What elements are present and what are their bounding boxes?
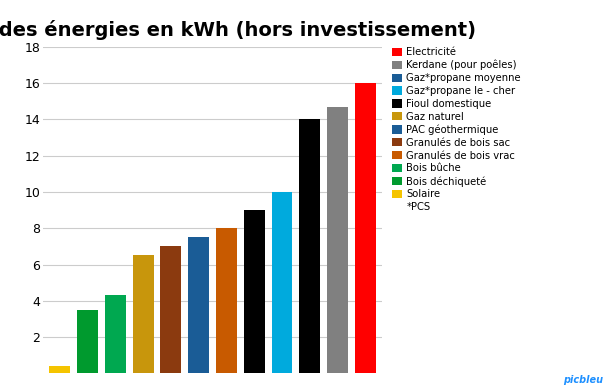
Bar — [105, 295, 126, 373]
Text: picbleu: picbleu — [564, 375, 604, 385]
Bar — [77, 310, 98, 373]
Bar — [49, 366, 70, 373]
Bar — [355, 83, 376, 373]
Bar — [160, 246, 181, 373]
Bar — [132, 256, 153, 373]
Bar — [272, 192, 293, 373]
Bar — [299, 119, 320, 373]
Legend: Electricité, Kerdane (pour poêles), Gaz*propane moyenne, Gaz*propane le - cher, : Electricité, Kerdane (pour poêles), Gaz*… — [391, 45, 523, 214]
Bar — [244, 210, 265, 373]
Bar — [216, 228, 237, 373]
Title: Prix des énergies en kWh (hors investissement): Prix des énergies en kWh (hors investiss… — [0, 19, 476, 40]
Bar — [327, 107, 348, 373]
Bar — [188, 237, 209, 373]
